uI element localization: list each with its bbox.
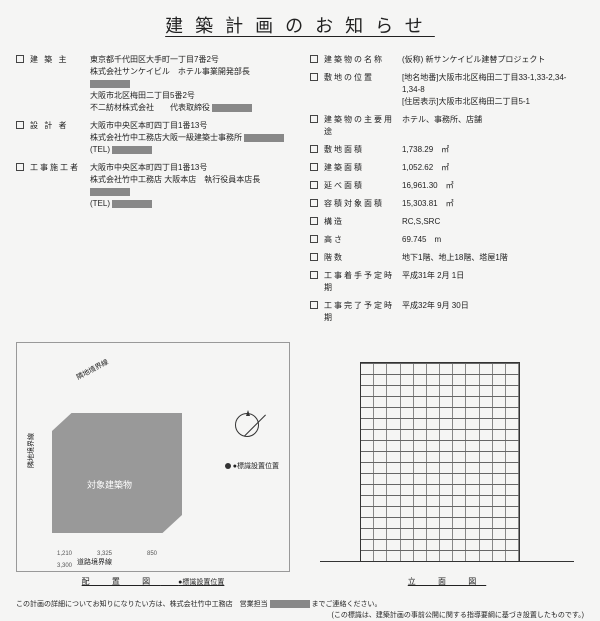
boundary-label: 道路境界線 xyxy=(77,557,112,567)
field-label: 階数 xyxy=(324,252,402,264)
left-column: 建 築 主東京都千代田区大手町一丁目7番2号株式会社サンケイビル ホテル事業開発… xyxy=(16,54,290,330)
checkbox-icon xyxy=(310,115,318,123)
compass-icon xyxy=(235,413,259,437)
content-columns: 建 築 主東京都千代田区大手町一丁目7番2号株式会社サンケイビル ホテル事業開発… xyxy=(16,54,584,330)
field-value: 大阪市中央区本町四丁目1番13号株式会社竹中工務店大阪一級建築士事務所 (TEL… xyxy=(90,120,290,156)
footer-text: この計画の詳細についてお知りになりたい方は、株式会社竹中工務店 営業担当 までご… xyxy=(16,600,584,621)
building-label: 対象建築物 xyxy=(87,478,132,491)
field-value: ホテル、事務所、店舗 xyxy=(402,114,584,126)
checkbox-icon xyxy=(310,235,318,243)
field-label: 建築面積 xyxy=(324,162,402,174)
checkbox-icon xyxy=(310,163,318,171)
disclaimer-line: (この標識は、建築計画の事前公開に関する指導要綱に基づき設置したものです。) xyxy=(16,611,584,621)
notice-title: 建築計画のお知らせ xyxy=(16,12,584,38)
site-plan-diagram: 対象建築物 ●標識設置位置 隣地境界線 隣地境界線 道路境界線 1,210 3,… xyxy=(16,342,290,592)
right-column: 建築物の名称(仮称) 新サンケイビル建替プロジェクト敷地の位置[地名地番]大阪市… xyxy=(310,54,584,330)
checkbox-icon xyxy=(310,181,318,189)
field-value: (仮称) 新サンケイビル建替プロジェクト xyxy=(402,54,584,66)
diagrams-row: 対象建築物 ●標識設置位置 隣地境界線 隣地境界線 道路境界線 1,210 3,… xyxy=(16,342,584,592)
field-label: 構造 xyxy=(324,216,402,228)
field-value: RC,S,SRC xyxy=(402,216,584,228)
field-value: 16,961.30 ㎡ xyxy=(402,180,584,192)
field-label: 工事着手予定時期 xyxy=(324,270,402,294)
field-value: 平成31年 2月 1日 xyxy=(402,270,584,282)
field-value: 大阪市中央区本町四丁目1番13号株式会社竹中工務店 大阪本店 執行役員本店長 (… xyxy=(90,162,290,210)
checkbox-icon xyxy=(310,145,318,153)
field-label: 建築物の主要用途 xyxy=(324,114,402,138)
field-label: 延べ面積 xyxy=(324,180,402,192)
ground-line xyxy=(320,561,574,562)
field-value: 69.745 m xyxy=(402,234,584,246)
checkbox-icon xyxy=(310,199,318,207)
field-value: 1,052.62 ㎡ xyxy=(402,162,584,174)
sign-marker-icon xyxy=(225,463,231,469)
field-value: 平成32年 9月 30日 xyxy=(402,300,584,312)
contact-line: この計画の詳細についてお知りになりたい方は、株式会社竹中工務店 営業担当 までご… xyxy=(16,600,584,611)
field-value: 1,738.29 ㎡ xyxy=(402,144,584,156)
field-value: 15,303.81 ㎡ xyxy=(402,198,584,210)
field-label: 建 築 主 xyxy=(30,54,90,66)
checkbox-icon xyxy=(310,73,318,81)
boundary-label: 隣地境界線 xyxy=(75,357,111,382)
field-value: 東京都千代田区大手町一丁目7番2号株式会社サンケイビル ホテル事業開発部長 大阪… xyxy=(90,54,290,114)
boundary-label: 隣地境界線 xyxy=(26,433,36,468)
field-label: 敷地面積 xyxy=(324,144,402,156)
field-label: 工事施工者 xyxy=(30,162,90,174)
checkbox-icon xyxy=(310,271,318,279)
field-label: 高さ xyxy=(324,234,402,246)
target-building-shape xyxy=(52,413,182,533)
checkbox-icon xyxy=(16,163,24,171)
checkbox-icon xyxy=(310,253,318,261)
field-label: 敷地の位置 xyxy=(324,72,402,84)
field-label: 容積対象面積 xyxy=(324,198,402,210)
field-label: 建築物の名称 xyxy=(324,54,402,66)
field-label: 設 計 者 xyxy=(30,120,90,132)
elevation-diagram: 立 面 図 xyxy=(310,342,584,592)
field-value: [地名地番]大阪市北区梅田二丁目33-1,33-2,34-1,34-8[住居表示… xyxy=(402,72,584,108)
field-value: 地下1階、地上18階、塔屋1階 xyxy=(402,252,584,264)
elevation-building xyxy=(360,362,520,562)
checkbox-icon xyxy=(16,121,24,129)
marker-label: ●標識設置位置 xyxy=(233,461,279,471)
checkbox-icon xyxy=(16,55,24,63)
checkbox-icon xyxy=(310,55,318,63)
checkbox-icon xyxy=(310,301,318,309)
field-label: 工事完了予定時期 xyxy=(324,300,402,324)
siteplan-caption: 配 置 図 ●標識設置位置 xyxy=(16,576,290,587)
checkbox-icon xyxy=(310,217,318,225)
elevation-caption: 立 面 図 xyxy=(310,576,584,587)
